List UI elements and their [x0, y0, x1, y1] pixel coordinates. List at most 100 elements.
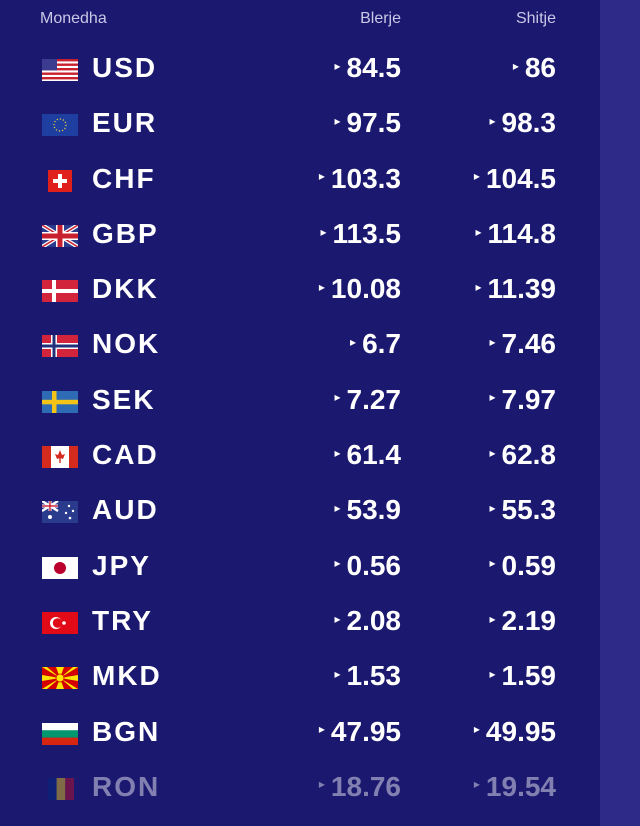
sell-rate: ▸ 104.5	[473, 162, 556, 194]
sell-rate: ▸ 1.59	[489, 660, 556, 692]
sell-rate: ▸ 114.8	[475, 217, 556, 249]
buy-rate: ▸ 1.53	[334, 660, 401, 692]
table-row: SEK ▸ 7.27 ▸ 7.97	[0, 374, 600, 429]
buy-rate: ▸ 7.27	[334, 383, 401, 415]
header-buy: Blerje	[360, 10, 401, 27]
currency-code: USD	[92, 52, 158, 83]
buy-rate: ▸ 0.56	[334, 549, 401, 581]
buy-rate: ▸ 10.08	[318, 273, 401, 305]
caret-right-icon: ▸	[334, 500, 341, 515]
gb-flag-icon	[42, 224, 78, 247]
buy-rate: ▸ 84.5	[334, 52, 401, 83]
header-currency: Monedha	[40, 10, 107, 27]
caret-right-icon: ▸	[334, 390, 341, 405]
table-row: DKK ▸ 10.08 ▸ 11.39	[0, 263, 600, 318]
sell-rate: ▸ 86	[512, 52, 556, 83]
caret-right-icon: ▸	[318, 279, 325, 294]
us-flag-icon	[42, 59, 78, 81]
currency-code: CAD	[92, 439, 159, 471]
exchange-rates-panel: Monedha Blerje Shitje USD ▸ 84.5 ▸ 86	[0, 0, 600, 816]
caret-right-icon: ▸	[512, 58, 519, 73]
caret-right-icon: ▸	[489, 611, 496, 626]
dk-flag-icon	[42, 280, 78, 303]
currency-code: NOK	[92, 328, 161, 360]
caret-right-icon: ▸	[318, 722, 325, 737]
table-row: AUD ▸ 53.9 ▸ 55.3	[0, 484, 600, 539]
mk-flag-icon	[42, 667, 78, 690]
caret-right-icon: ▸	[475, 224, 482, 239]
currency-code: AUD	[92, 494, 159, 526]
caret-right-icon: ▸	[334, 556, 341, 571]
caret-right-icon: ▸	[334, 113, 341, 128]
caret-right-icon: ▸	[334, 666, 341, 681]
caret-right-icon: ▸	[489, 335, 496, 350]
buy-rate: ▸ 6.7	[350, 328, 401, 360]
sell-rate: ▸ 49.95	[473, 715, 556, 747]
ch-flag-icon	[48, 169, 72, 192]
currency-code: DKK	[92, 273, 159, 305]
currency-code: SEK	[92, 383, 156, 415]
table-row: GBP ▸ 113.5 ▸ 114.8	[0, 208, 600, 263]
caret-right-icon: ▸	[318, 169, 325, 184]
currency-code: TRY	[92, 604, 153, 636]
buy-rate: ▸ 113.5	[320, 217, 401, 249]
table-row: JPY ▸ 0.56 ▸ 0.59	[0, 540, 600, 595]
currency-code: BGN	[92, 715, 161, 747]
caret-right-icon: ▸	[334, 445, 341, 460]
buy-rate: ▸ 18.76	[318, 770, 401, 802]
caret-right-icon: ▸	[334, 58, 341, 73]
caret-right-icon: ▸	[473, 722, 480, 737]
buy-rate: ▸ 47.95	[318, 715, 401, 747]
buy-rate: ▸ 61.4	[334, 439, 401, 471]
sell-rate: ▸ 19.54	[473, 770, 556, 802]
caret-right-icon: ▸	[489, 445, 496, 460]
caret-right-icon: ▸	[473, 777, 480, 792]
rates-list: USD ▸ 84.5 ▸ 86 EUR ▸ 97.5 ▸ 98.3	[0, 42, 600, 816]
table-row: CAD ▸ 61.4 ▸ 62.8	[0, 429, 600, 484]
jp-flag-icon	[42, 556, 78, 579]
tr-flag-icon	[42, 611, 78, 634]
se-flag-icon	[42, 390, 78, 413]
header-sell: Shitje	[515, 10, 556, 27]
currency-code: MKD	[92, 660, 162, 692]
sell-rate: ▸ 2.19	[489, 604, 556, 636]
caret-right-icon: ▸	[334, 611, 341, 626]
table-header: Monedha Blerje Shitje	[0, 0, 600, 40]
side-strip	[600, 0, 640, 826]
au-flag-icon	[42, 501, 78, 524]
sell-rate: ▸ 0.59	[489, 549, 556, 581]
currency-code: JPY	[92, 549, 151, 581]
caret-right-icon: ▸	[489, 666, 496, 681]
ro-flag-icon	[48, 777, 74, 800]
sell-rate: ▸ 7.97	[489, 383, 556, 415]
sell-rate: ▸ 98.3	[489, 107, 556, 139]
caret-right-icon: ▸	[489, 500, 496, 515]
currency-code: CHF	[92, 162, 156, 194]
table-row: BGN ▸ 47.95 ▸ 49.95	[0, 706, 600, 761]
currency-code: RON	[92, 770, 161, 802]
table-row: MKD ▸ 1.53 ▸ 1.59	[0, 650, 600, 705]
table-row: USD ▸ 84.5 ▸ 86	[0, 42, 600, 97]
buy-rate: ▸ 103.3	[318, 162, 401, 194]
buy-rate: ▸ 53.9	[334, 494, 401, 526]
currency-code: GBP	[92, 217, 159, 249]
caret-right-icon: ▸	[489, 556, 496, 571]
sell-rate: ▸ 55.3	[489, 494, 556, 526]
table-row: CHF ▸ 103.3 ▸ 104.5	[0, 153, 600, 208]
sell-rate: ▸ 7.46	[489, 328, 556, 360]
sell-rate: ▸ 62.8	[489, 439, 556, 471]
caret-right-icon: ▸	[320, 224, 327, 239]
table-row: EUR ▸ 97.5 ▸ 98.3	[0, 97, 600, 152]
caret-right-icon: ▸	[473, 169, 480, 184]
sell-rate: ▸ 11.39	[475, 273, 556, 305]
buy-rate: ▸ 97.5	[334, 107, 401, 139]
ca-flag-icon	[42, 446, 78, 469]
table-row: TRY ▸ 2.08 ▸ 2.19	[0, 595, 600, 650]
table-row: RON ▸ 18.76 ▸ 19.54	[0, 761, 600, 816]
bg-flag-icon	[42, 722, 78, 745]
caret-right-icon: ▸	[475, 279, 482, 294]
table-row: NOK ▸ 6.7 ▸ 7.46	[0, 318, 600, 373]
caret-right-icon: ▸	[489, 113, 496, 128]
caret-right-icon: ▸	[489, 390, 496, 405]
buy-rate: ▸ 2.08	[334, 604, 401, 636]
